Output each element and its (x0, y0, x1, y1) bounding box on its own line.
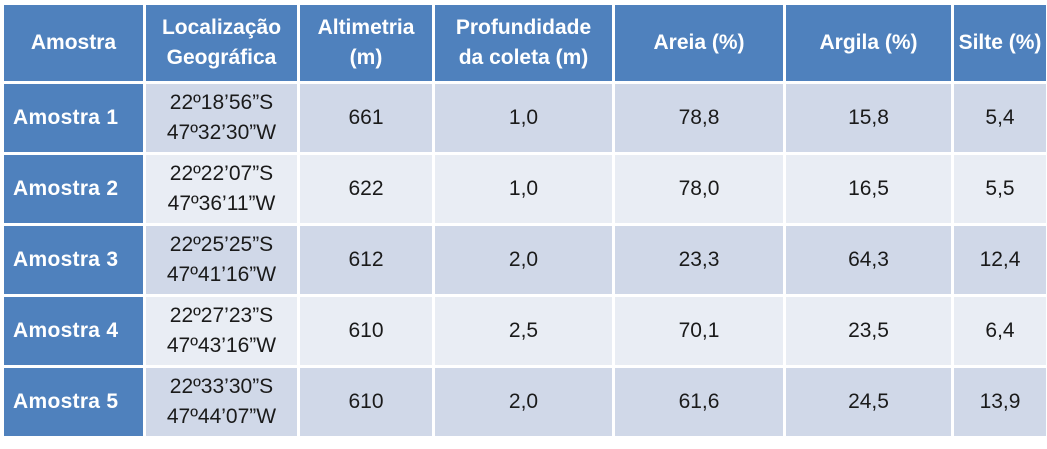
location-cell: 22º27’23”S 47º43’16”W (146, 297, 297, 365)
header-localizacao-line-1: Localização (161, 16, 282, 39)
latitude: 22º33’30”S (169, 375, 274, 398)
header-amostra-label: Amostra (30, 31, 117, 54)
table-row: Amostra 5 22º33’30”S 47º44’07”W 610 2,0 … (4, 368, 1046, 436)
row-label: Amostra 4 (4, 297, 143, 365)
silte-cell: 6,4 (954, 297, 1046, 365)
header-profundidade-line-1: Profundidade (455, 16, 592, 39)
header-silte-label: Silte (%) (958, 31, 1042, 54)
table-row: Amostra 1 22º18’56”S 47º32’30”W 661 1,0 … (4, 84, 1046, 152)
header-profundidade-line-2: da coleta (m) (458, 46, 589, 69)
table-row: Amostra 3 22º25’25”S 47º41’16”W 612 2,0 … (4, 226, 1046, 294)
header-altimetria: Altimetria (m) (300, 5, 432, 81)
header-altimetria-line-1: Altimetria (317, 16, 415, 39)
location-cell: 22º25’25”S 47º41’16”W (146, 226, 297, 294)
longitude: 47º36’11”W (167, 192, 276, 215)
altimetria-cell: 610 (300, 368, 432, 436)
header-altimetria-line-2: (m) (349, 46, 383, 69)
row-label: Amostra 5 (4, 368, 143, 436)
silte-cell: 5,5 (954, 155, 1046, 223)
header-silte: Silte (%) (954, 5, 1046, 81)
profundidade-cell: 1,0 (435, 84, 612, 152)
areia-cell: 78,8 (615, 84, 783, 152)
soil-samples-table: Amostra Localização Geográfica Altimetri… (1, 2, 1047, 439)
location-cell: 22º33’30”S 47º44’07”W (146, 368, 297, 436)
altimetria-cell: 612 (300, 226, 432, 294)
profundidade-cell: 1,0 (435, 155, 612, 223)
argila-cell: 15,8 (786, 84, 951, 152)
argila-cell: 16,5 (786, 155, 951, 223)
location-cell: 22º18’56”S 47º32’30”W (146, 84, 297, 152)
header-profundidade: Profundidade da coleta (m) (435, 5, 612, 81)
table-row: Amostra 4 22º27’23”S 47º43’16”W 610 2,5 … (4, 297, 1046, 365)
areia-cell: 61,6 (615, 368, 783, 436)
latitude: 22º22’07”S (169, 162, 274, 185)
areia-cell: 70,1 (615, 297, 783, 365)
profundidade-cell: 2,0 (435, 368, 612, 436)
header-areia: Areia (%) (615, 5, 783, 81)
altimetria-cell: 610 (300, 297, 432, 365)
silte-cell: 13,9 (954, 368, 1046, 436)
header-areia-label: Areia (%) (653, 31, 745, 54)
header-row: Amostra Localização Geográfica Altimetri… (4, 5, 1046, 81)
table-row: Amostra 2 22º22’07”S 47º36’11”W 622 1,0 … (4, 155, 1046, 223)
silte-cell: 12,4 (954, 226, 1046, 294)
longitude: 47º44’07”W (166, 405, 277, 428)
argila-cell: 23,5 (786, 297, 951, 365)
row-label: Amostra 2 (4, 155, 143, 223)
header-localizacao: Localização Geográfica (146, 5, 297, 81)
areia-cell: 23,3 (615, 226, 783, 294)
altimetria-cell: 622 (300, 155, 432, 223)
header-argila-label: Argila (%) (819, 31, 918, 54)
areia-cell: 78,0 (615, 155, 783, 223)
silte-cell: 5,4 (954, 84, 1046, 152)
argila-cell: 24,5 (786, 368, 951, 436)
longitude: 47º43’16”W (166, 334, 277, 357)
location-cell: 22º22’07”S 47º36’11”W (146, 155, 297, 223)
row-label: Amostra 1 (4, 84, 143, 152)
latitude: 22º25’25”S (169, 233, 274, 256)
longitude: 47º41’16”W (166, 263, 277, 286)
header-amostra: Amostra (4, 5, 143, 81)
altimetria-cell: 661 (300, 84, 432, 152)
argila-cell: 64,3 (786, 226, 951, 294)
latitude: 22º18’56”S (169, 91, 274, 114)
header-localizacao-line-2: Geográfica (166, 46, 277, 69)
profundidade-cell: 2,5 (435, 297, 612, 365)
longitude: 47º32’30”W (166, 121, 277, 144)
header-argila: Argila (%) (786, 5, 951, 81)
profundidade-cell: 2,0 (435, 226, 612, 294)
latitude: 22º27’23”S (169, 304, 274, 327)
row-label: Amostra 3 (4, 226, 143, 294)
